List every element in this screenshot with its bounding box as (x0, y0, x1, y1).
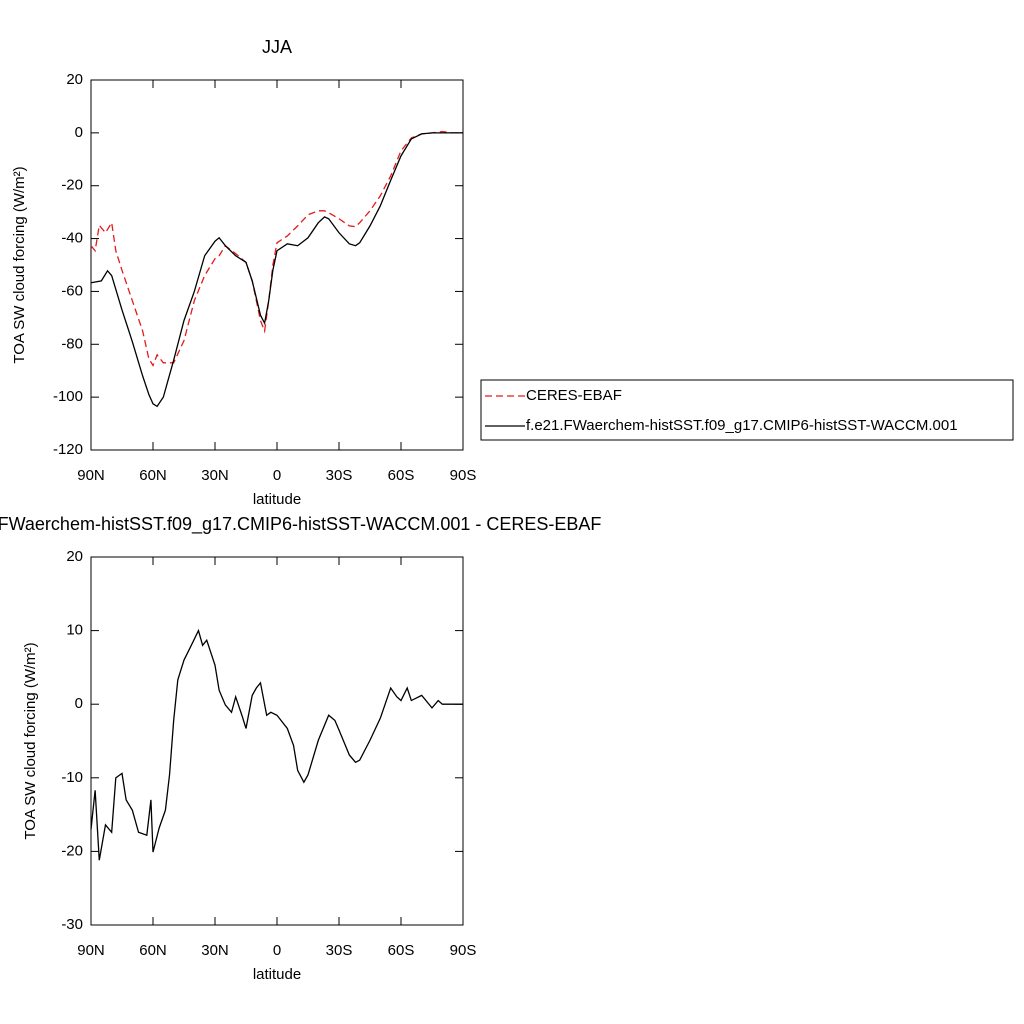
plot-frame (90, 79, 464, 451)
chart-title: f.e21.FWaerchem-histSST.f09_g17.CMIP6-hi… (0, 514, 601, 535)
y-tick-label: -30 (61, 916, 83, 933)
x-tick-label: 90N (77, 467, 105, 484)
chart-title: JJA (262, 37, 292, 57)
x-tick-label: 60N (139, 942, 167, 959)
x-axis-label: latitude (253, 966, 301, 983)
legend-box (480, 379, 1014, 441)
y-tick-label: -20 (61, 842, 83, 859)
x-tick-label: 60S (388, 942, 415, 959)
x-tick-label: 0 (273, 942, 281, 959)
data-line (90, 132, 463, 408)
x-tick-label: 60N (139, 467, 167, 484)
y-tick-label: 0 (75, 124, 83, 141)
y-axis-label: TOA SW cloud forcing (W/m²) (22, 642, 39, 839)
data-line (90, 130, 463, 367)
y-tick-label: 0 (75, 695, 83, 712)
x-tick-label: 90S (450, 942, 477, 959)
plot-frame (90, 556, 464, 926)
x-tick-label: 30N (201, 467, 229, 484)
y-tick-label: -40 (61, 230, 83, 247)
legend-label: f.e21.FWaerchem-histSST.f09_g17.CMIP6-hi… (526, 417, 958, 434)
x-axis-label: latitude (253, 491, 301, 508)
y-tick-label: -60 (61, 282, 83, 299)
legend-label: CERES-EBAF (526, 387, 622, 404)
y-tick-label: -80 (61, 335, 83, 352)
y-tick-label: -100 (53, 388, 83, 405)
y-tick-label: 20 (66, 548, 83, 565)
y-tick-label: -10 (61, 769, 83, 786)
x-tick-label: 60S (388, 467, 415, 484)
y-tick-label: -120 (53, 441, 83, 458)
x-tick-label: 30S (326, 942, 353, 959)
x-tick-label: 0 (273, 467, 281, 484)
y-tick-label: -20 (61, 177, 83, 194)
y-tick-label: 10 (66, 622, 83, 639)
y-tick-label: 20 (66, 71, 83, 88)
x-tick-label: 30N (201, 942, 229, 959)
data-line (90, 628, 463, 861)
y-axis-label: TOA SW cloud forcing (W/m²) (11, 166, 28, 363)
x-tick-label: 30S (326, 467, 353, 484)
x-tick-label: 90N (77, 942, 105, 959)
x-tick-label: 90S (450, 467, 477, 484)
